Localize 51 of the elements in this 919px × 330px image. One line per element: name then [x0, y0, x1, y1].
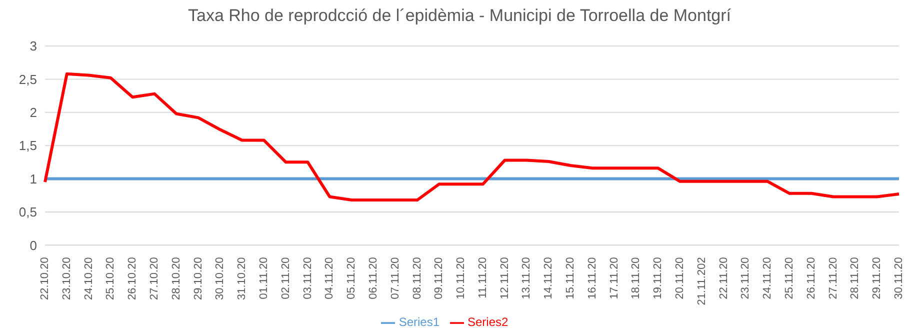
x-tick-label: 19.11.20 — [652, 257, 664, 300]
y-tick-label: 1 — [30, 171, 37, 186]
x-tick-label: 04.11.20 — [324, 257, 336, 300]
x-tick-label: 23.10.20 — [60, 257, 73, 300]
x-tick-label: 17.11.20 — [608, 257, 620, 300]
x-tick-label: 26.10.20 — [126, 257, 139, 300]
x-tick-label: 24.10.20 — [82, 257, 95, 300]
x-tick-label: 10.11.20 — [455, 257, 468, 300]
x-tick-label: 21.11.202 — [696, 257, 708, 306]
y-tick-label: 1,5 — [18, 138, 37, 154]
x-tick-label: 02.11.20 — [280, 257, 292, 300]
x-tick-label: 01.11.20 — [258, 257, 270, 300]
x-tick-label: 06.11.20 — [367, 257, 380, 300]
x-tick-label: 28.11.20 — [849, 257, 862, 300]
x-tick-label: 30.11.20 — [893, 257, 905, 300]
x-tick-label: 25.11.20 — [784, 257, 796, 300]
x-tick-label: 12.11.20 — [498, 257, 511, 300]
x-tick-label: 27.11.20 — [827, 257, 840, 300]
x-tick-label: 20.11.20 — [674, 257, 686, 300]
x-tick-label: 31.10.20 — [236, 257, 248, 300]
x-tick-label: 18.11.20 — [630, 257, 642, 300]
x-tick-label: 25.10.20 — [104, 257, 117, 300]
x-tick-label: 15.11.20 — [564, 257, 577, 300]
x-tick-label: 13.11.20 — [520, 257, 533, 300]
x-tick-label: 05.11.20 — [346, 257, 358, 300]
y-tick-label: 0,5 — [18, 204, 37, 220]
legend-label: Series2 — [468, 315, 508, 330]
chart-title: Taxa Rho de reprodcció de l´epidèmia - Municipi de Torroella de Montgrí — [186, 6, 732, 26]
x-tick-label: 29.11.20 — [871, 257, 884, 300]
x-tick-label: 03.11.20 — [302, 257, 314, 300]
x-tick-label: 29.10.20 — [192, 257, 204, 300]
x-tick-label: 14.11.20 — [542, 257, 555, 300]
x-tick-label: 07.11.20 — [389, 257, 402, 300]
x-tick-label: 11.11.20 — [476, 257, 489, 298]
x-tick-label: 24.11.20 — [762, 257, 774, 300]
x-tick-label: 23.11.20 — [740, 257, 752, 300]
x-tick-label: 22.10.20 — [39, 257, 51, 300]
x-tick-label: 26.11.20 — [805, 257, 818, 300]
y-tick-label: 3 — [30, 38, 37, 54]
y-tick-label: 0 — [30, 238, 37, 253]
x-tick-label: 30.10.20 — [214, 257, 226, 300]
x-tick-label: 08.11.20 — [411, 257, 424, 300]
x-tick-label: 28.10.20 — [170, 257, 182, 300]
x-tick-label: 16.11.20 — [586, 257, 598, 300]
y-tick-label: 2,5 — [18, 72, 37, 87]
legend-label: Series1 — [398, 315, 440, 330]
y-tick-label: 2 — [30, 105, 37, 120]
x-tick-label: 22.11.20 — [718, 257, 730, 300]
x-tick-label: 27.10.20 — [148, 257, 160, 300]
x-tick-label: 09.11.20 — [433, 257, 446, 300]
line-series — [44, 72, 900, 202]
